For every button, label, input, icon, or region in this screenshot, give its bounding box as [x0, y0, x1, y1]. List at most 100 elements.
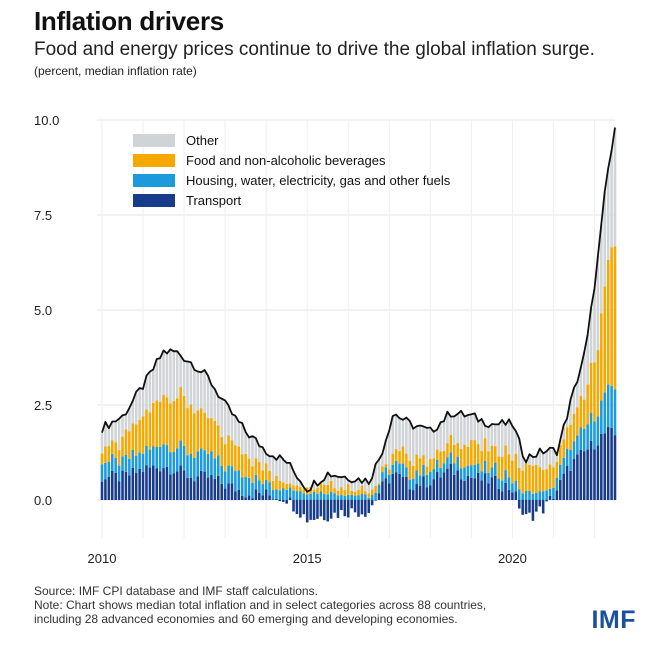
bar-food — [411, 465, 415, 479]
bar-other — [439, 422, 442, 452]
bar-transport — [435, 471, 439, 500]
bar-food — [593, 362, 596, 422]
bar-other — [394, 414, 398, 450]
bar-food — [251, 466, 254, 483]
bar-other — [463, 416, 466, 445]
bar-food — [364, 491, 367, 495]
bar-housing — [459, 468, 463, 480]
bar-transport — [316, 500, 319, 519]
bar-transport — [558, 479, 562, 500]
bar-other — [381, 453, 384, 467]
bar-other — [117, 418, 121, 451]
bar-other — [316, 485, 319, 489]
bar-transport — [466, 475, 470, 500]
bar-transport — [333, 500, 336, 513]
bar-food — [589, 362, 593, 413]
bar-other — [531, 457, 535, 466]
total-inflation-line — [101, 127, 616, 493]
bar-housing — [323, 493, 326, 500]
bar-transport — [452, 474, 456, 500]
bar-transport — [470, 477, 473, 500]
bar-other — [158, 358, 162, 402]
bar-other — [452, 416, 456, 445]
bar-housing — [158, 446, 162, 472]
bar-other — [193, 369, 196, 414]
bar-other — [384, 440, 388, 465]
bar-housing — [261, 484, 265, 496]
bar-food — [175, 398, 179, 449]
bar-other — [555, 455, 559, 462]
bar-food — [470, 440, 473, 466]
bar-other — [565, 418, 569, 428]
total-line-layer — [101, 127, 616, 493]
bar-housing — [152, 446, 155, 466]
axes-layer: 10.0 7.5 5.0 2.5 0.0 2010 2015 2020 — [34, 113, 527, 566]
bar-other — [220, 398, 223, 437]
bar-housing — [364, 494, 367, 500]
bar-transport — [261, 495, 265, 500]
bar-other — [278, 455, 282, 481]
bar-other — [459, 410, 463, 449]
bar-other — [497, 424, 501, 457]
bar-transport — [367, 500, 371, 514]
bar-housing — [579, 427, 583, 450]
bar-other — [340, 477, 343, 488]
bar-food — [511, 460, 514, 484]
bar-housing — [326, 494, 330, 500]
bar-food — [528, 465, 531, 491]
bar-transport — [230, 483, 234, 500]
bar-housing — [391, 464, 394, 474]
bar-food — [350, 490, 353, 495]
bar-transport — [124, 471, 128, 500]
bar-other — [124, 414, 128, 430]
bar-food — [463, 444, 466, 468]
bar-food — [558, 444, 562, 465]
bar-other — [603, 191, 607, 287]
bar-housing — [613, 389, 617, 436]
bar-other — [104, 421, 107, 447]
bar-housing — [435, 459, 439, 472]
bar-transport — [497, 488, 501, 500]
bar-housing — [408, 479, 412, 490]
bar-food — [254, 458, 258, 475]
bar-other — [131, 400, 135, 424]
bar-food — [374, 485, 377, 494]
bar-housing — [521, 493, 524, 500]
bar-food — [141, 416, 145, 454]
bar-food — [541, 469, 545, 492]
bar-transport — [569, 470, 572, 500]
y-tick-label: 10.0 — [34, 113, 59, 128]
bar-food — [100, 453, 104, 465]
bar-transport — [336, 500, 340, 518]
bar-other — [579, 367, 583, 396]
bar-transport — [258, 492, 261, 500]
bar-other — [288, 462, 292, 484]
bar-other — [240, 423, 244, 455]
bar-food — [480, 450, 483, 472]
bar-other — [411, 428, 415, 466]
bar-housing — [247, 477, 251, 496]
bar-food — [415, 454, 418, 471]
bar-other — [138, 388, 141, 420]
bar-housing — [162, 444, 165, 469]
bar-housing — [107, 461, 111, 477]
bar-housing — [494, 462, 497, 476]
bar-housing — [483, 460, 487, 474]
bar-other — [548, 447, 552, 465]
bar-other — [145, 375, 148, 410]
bar-transport — [169, 474, 172, 500]
bar-other — [141, 389, 145, 417]
bar-housing — [281, 488, 285, 500]
bar-other — [367, 484, 371, 494]
bar-food — [104, 446, 107, 463]
bar-food — [258, 462, 261, 481]
bar-housing — [346, 494, 350, 500]
bar-housing — [507, 477, 511, 490]
bar-housing — [398, 463, 401, 474]
bar-other — [470, 414, 473, 441]
bar-food — [230, 440, 234, 467]
bar-other — [541, 453, 545, 470]
bar-housing — [449, 452, 453, 464]
bar-other — [418, 425, 422, 459]
bar-housing — [110, 453, 114, 471]
